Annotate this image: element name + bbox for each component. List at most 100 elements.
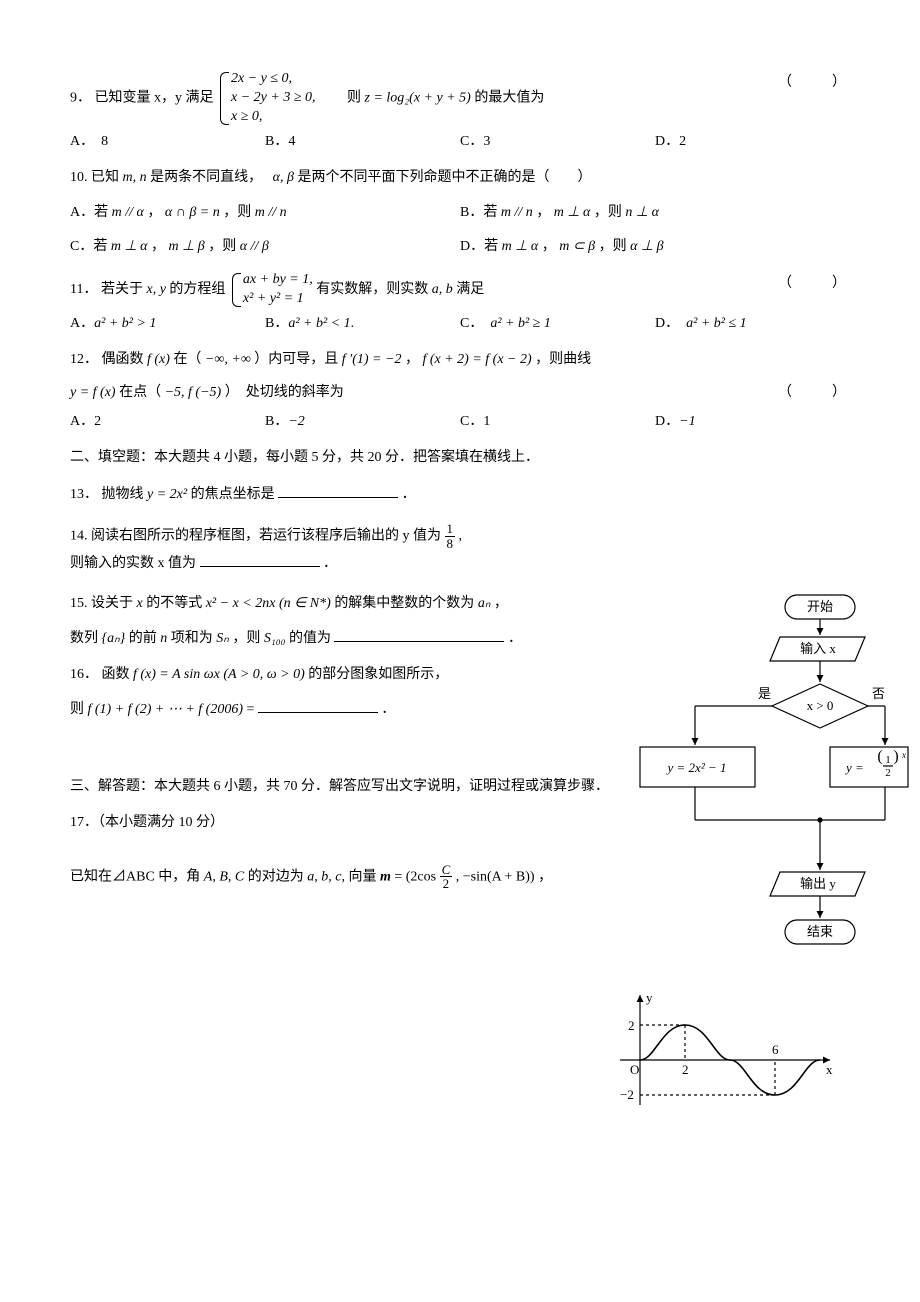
q11-sys-1: ax + by = 1,: [243, 271, 313, 290]
q12-comma: ，: [405, 352, 419, 367]
q12-pt: −5, f (−5): [165, 385, 222, 400]
flow-right-pre: y =: [844, 760, 864, 775]
q14-suffix: ．: [323, 556, 337, 571]
q12-d-l: D．: [655, 414, 679, 429]
q9-choice-d: D．2: [655, 129, 850, 156]
flow-left-expr: y = 2x² − 1: [666, 760, 727, 775]
q11-a-l: A．: [70, 316, 94, 331]
svg-text:): ): [893, 748, 898, 765]
flow-no: 否: [872, 686, 885, 701]
sine-y-label: y: [646, 990, 653, 1005]
q17-frac-num: C: [440, 863, 453, 878]
q11-mid: 的方程组: [169, 282, 225, 297]
q10-b-pre: B．若: [460, 205, 497, 220]
question-15: 15. 设关于 x 的不等式 x² − x < 2nx (n ∈ N*) 的解集…: [70, 591, 630, 652]
q16-l2-pre: 则: [70, 702, 84, 717]
q14-frac-den: 8: [445, 537, 456, 551]
q10-b-m1: m // n: [501, 205, 533, 220]
flow-start: 开始: [807, 599, 833, 614]
q9-stem-post: 则: [347, 91, 361, 106]
q12-yfx: y = f (x): [70, 385, 116, 400]
q12-period: f (x + 2) = f (x − 2): [422, 352, 531, 367]
q10-b-end: n ⊥ α: [625, 205, 659, 220]
q13-suffix: ．: [402, 487, 416, 502]
q12-fx: f (x): [147, 352, 170, 367]
q17-post: ，: [538, 869, 552, 884]
q9-sys-3: x ≥ 0,: [231, 108, 316, 127]
q10-tail: 是两个不同平面下列命题中不正确的是（ ）: [297, 170, 591, 185]
q12-mid2: ）内可导，且: [254, 352, 338, 367]
q11-choice-c: C． a² + b² ≥ 1: [460, 311, 655, 338]
q16-blank: [258, 698, 378, 713]
q16-suffix: ．: [381, 702, 395, 717]
question-13: 13． 抛物线 y = 2x² 的焦点坐标是 ．: [70, 482, 610, 509]
q13-eq: y = 2x²: [147, 487, 187, 502]
q10-ab: α, β: [273, 170, 294, 185]
q11-sys-2: x² + y² = 1: [243, 290, 313, 309]
q16-eq: =: [246, 702, 254, 717]
q9-choice-b: B．4: [265, 129, 460, 156]
q15-blank: [334, 627, 504, 642]
q17-mid1: 的对边为: [248, 869, 304, 884]
q14-line1-pre: 阅读右图所示的程序框图，若运行该程序后输出的 y 值为: [91, 529, 441, 544]
q17-frac-den: 2: [440, 877, 453, 891]
q14-label: 14.: [70, 529, 91, 544]
question-11: 11． 若关于 x, y 的方程组 ax + by = 1, x² + y² =…: [70, 271, 850, 337]
q14-frac: 1 8: [445, 522, 456, 550]
q10-mn: m, n: [123, 170, 147, 185]
q10-d-post: ，则: [599, 239, 627, 254]
svg-text:(: (: [877, 748, 882, 765]
q12-d-e: −1: [679, 414, 695, 429]
q15-pre: 设关于: [91, 596, 133, 611]
q11-system: ax + by = 1, x² + y² = 1: [229, 271, 313, 309]
question-12: 12． 偶函数 f (x) 在（ −∞, +∞ ）内可导，且 f ′(1) = …: [70, 347, 850, 435]
q10-d-end: α ⊥ β: [630, 239, 664, 254]
q17-eq: = (2cos: [394, 869, 436, 884]
q10-b-m2: m ⊥ α: [554, 205, 591, 220]
q10-a-post: ，则: [223, 205, 251, 220]
q11-xy: x, y: [146, 282, 165, 297]
q12-choice-a: A．2: [70, 409, 265, 436]
q9-system: 2x − y ≤ 0, x − 2y + 3 ≥ 0, x ≥ 0,: [217, 70, 316, 127]
q11-choice-d: D． a² + b² ≤ 1: [655, 311, 850, 338]
q17-tail: , −sin(A + B)): [456, 869, 535, 884]
q12-paren: （ ）: [778, 380, 850, 407]
q13-label: 13．: [70, 487, 98, 502]
flow-output: 输出 y: [800, 876, 836, 891]
q9-stem-pre: 已知变量 x，y 满足: [95, 91, 214, 106]
q17-ang: A, B, C: [204, 869, 244, 884]
q15-s100: S₁₀₀: [264, 631, 286, 646]
q14-line1-post: ,: [459, 529, 463, 544]
q15-l2-mid2: 项和为: [171, 631, 213, 646]
q9-choice-a: A． 8: [70, 129, 265, 156]
q9-sys-2: x − 2y + 3 ≥ 0,: [231, 89, 316, 108]
flow-end: 结束: [807, 924, 833, 939]
q15-mid2: 的解集中整数的个数为: [334, 596, 474, 611]
q12-label: 12．: [70, 352, 98, 367]
q17-abc: a, b, c,: [307, 869, 345, 884]
q13-blank: [278, 483, 398, 498]
sine-origin: O: [630, 1062, 639, 1077]
sine-x6: 6: [772, 1042, 779, 1057]
q10-d-c: ，: [542, 239, 556, 254]
q12-l2mid: 在点（: [119, 385, 161, 400]
flow-yes: 是: [758, 686, 771, 701]
q15-sn: Sₙ: [216, 631, 229, 646]
q17-frac: C 2: [440, 863, 453, 891]
q10-choice-a: A．若 m // α ， α ∩ β = n ，则 m // n: [70, 200, 460, 227]
q11-ab: a, b: [432, 282, 453, 297]
q12-choice-d: D．−1: [655, 409, 850, 436]
q13-post: 的焦点坐标是: [191, 487, 275, 502]
q12-b-l: B．: [265, 414, 288, 429]
q15-l2-mid3: ，则: [232, 631, 260, 646]
q10-choice-d: D．若 m ⊥ α ， m ⊂ β ，则 α ⊥ β: [460, 234, 850, 261]
q10-mid: 是两条不同直线，: [150, 170, 269, 185]
q10-b-post: ，则: [594, 205, 622, 220]
q15-l2-post: 的值为: [289, 631, 331, 646]
q10-c-c: ，: [151, 239, 165, 254]
q15-seq: {aₙ}: [102, 631, 126, 646]
section-2-heading: 二、填空题：本大题共 4 小题，每小题 5 分，共 20 分．把答案填在横线上．: [70, 445, 610, 472]
q9-sys-1: 2x − y ≤ 0,: [231, 70, 316, 89]
q11-c-e: a² + b² ≥ 1: [490, 316, 551, 331]
q15-l2-mid1: 的前: [129, 631, 157, 646]
